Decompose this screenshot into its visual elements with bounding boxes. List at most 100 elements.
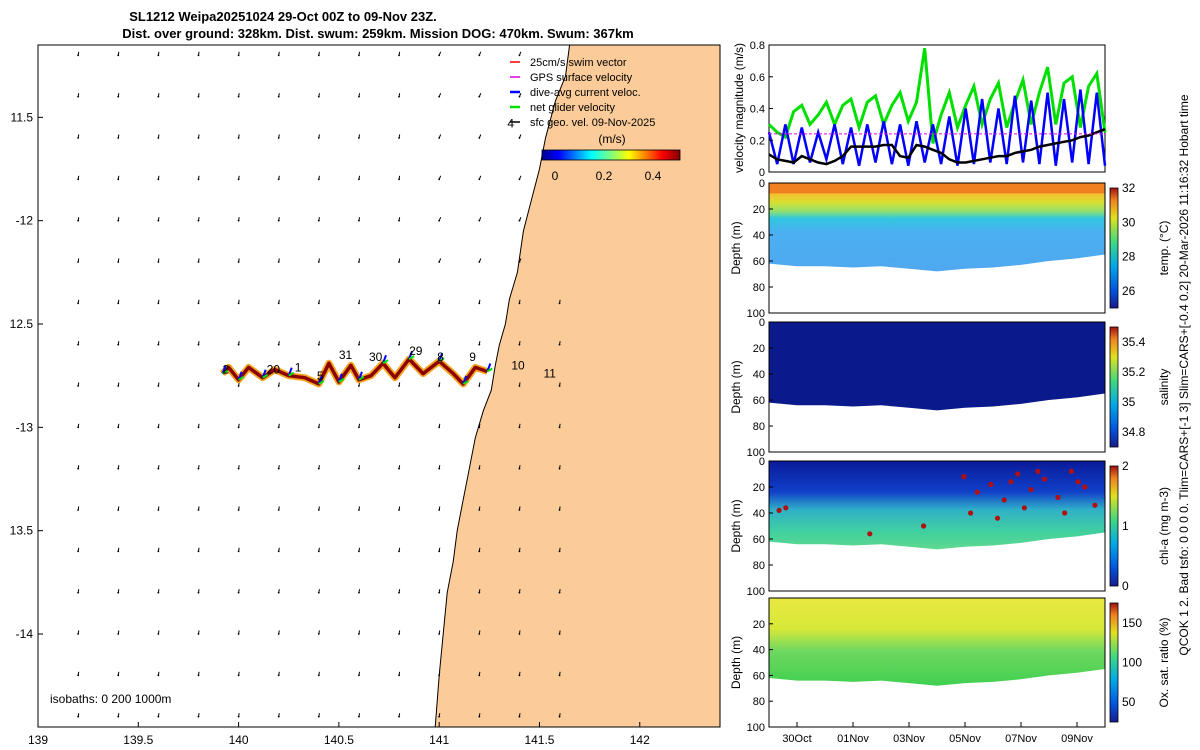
velocity-vector-tail: [157, 426, 160, 429]
velocity-vector-tail: [438, 467, 441, 470]
velocity-vector-tail: [478, 54, 481, 57]
velocity-vector-tail: [237, 343, 240, 346]
velocity-series: [767, 47, 1107, 166]
speed-colorbar-tick-2: 0.4: [645, 169, 662, 183]
velocity-vector-tail: [358, 54, 360, 57]
velocity-vector-tail: [398, 178, 400, 181]
velocity-vector-tail: [317, 219, 320, 222]
day-label: 5: [317, 369, 324, 383]
velocity-vector-tail: [117, 509, 120, 511]
velocity-vector-tail: [358, 95, 360, 98]
velocity-vector-tail: [237, 95, 240, 98]
net-glider-vector: [288, 371, 295, 377]
velocity-vector-tail: [237, 509, 240, 511]
velocity-vector-tail: [197, 550, 200, 553]
velocity-vector-tail: [77, 467, 80, 470]
velocity-vector-tail: [117, 426, 120, 429]
velocity-vector-tail: [157, 550, 160, 553]
velocity-vector-tail: [197, 95, 200, 98]
velocity-vector-tail: [157, 261, 160, 263]
net-glider-vector: [358, 375, 365, 381]
velocity-vector-tail: [438, 715, 441, 718]
velocity-vector-tail: [117, 95, 120, 98]
velocity-vector-tail: [358, 467, 360, 470]
velocity-vector-tail: [518, 261, 521, 263]
velocity-vector-tail: [277, 137, 280, 139]
velocity-vector-tail: [438, 550, 441, 553]
chl-high-point: [1092, 502, 1098, 508]
depth-tick-label: 100: [747, 447, 765, 459]
speed-colorbar-tick-1: 0.2: [596, 169, 613, 183]
section-data-field: [769, 322, 1105, 411]
depth-tick-label: 80: [753, 560, 765, 572]
colorbar-label: Ox. sat. ratio (%): [1157, 617, 1171, 707]
velocity-vector-tail: [237, 302, 240, 305]
velocity-vector-tail: [117, 550, 120, 553]
net-glider-vector: [486, 367, 493, 373]
velocity-vector-tail: [358, 385, 360, 387]
velocity-vector-tail: [478, 550, 481, 553]
velocity-vector-tail: [157, 54, 160, 57]
section-panel-1: 0 20 40 60 80 100 Depth (m) 26 28 30 32 temp. (°C): [729, 178, 1171, 320]
colorbar-label: chl-a (mg m-3): [1157, 487, 1171, 565]
velocity-vector-tail: [518, 178, 521, 181]
day-labels: 4 2 20 1 5 31 30 29 8 9 10 11: [223, 117, 557, 383]
net-glider-vector: [318, 380, 325, 385]
chl-high-point: [1035, 468, 1041, 474]
velocity-ytick-label: 0.4: [750, 104, 765, 116]
chl-high-point: [994, 515, 1001, 521]
velocity-vector-tail: [157, 137, 160, 139]
map-title-line1: SL1212 Weipa20251024 29-Oct 00Z to 09-No…: [129, 9, 437, 24]
time-tick-label: 03Nov: [893, 733, 925, 745]
velocity-vector-tail: [77, 426, 80, 429]
velocity-vector-tail: [197, 137, 200, 139]
velocity-vector-tail: [197, 426, 200, 429]
section-colorbar: [1109, 465, 1119, 587]
velocity-vector-tail: [358, 674, 360, 677]
velocity-vector-tail: [478, 674, 481, 677]
velocity-vector-tail: [237, 715, 240, 718]
depth-tick-label: 40: [753, 369, 765, 381]
velocity-vector-tail: [77, 674, 80, 677]
depth-axis-label: Depth (m): [729, 360, 743, 413]
chl-high-point: [1068, 468, 1074, 474]
velocity-vector-tail: [358, 343, 360, 346]
velocity-ylabel: velocity magnitude (m/s): [732, 43, 746, 173]
velocity-vector-tail: [157, 219, 160, 222]
velocity-vector-tail: [478, 95, 481, 98]
depth-tick-label: 100: [747, 722, 765, 734]
velocity-vector-tail: [277, 261, 280, 263]
velocity-vector-tail: [117, 674, 120, 677]
velocity-vector-tail: [277, 715, 280, 718]
velocity-vector-tail: [478, 385, 481, 387]
velocity-vector-tail: [197, 343, 200, 346]
depth-tick-label: 60: [753, 534, 765, 546]
velocity-vector-tail: [398, 509, 400, 511]
map-xtick-label: 140.5: [324, 733, 354, 747]
section-colorbar: [1109, 187, 1119, 309]
velocity-vector-tail: [77, 95, 80, 98]
day-label: 29: [409, 344, 423, 358]
chl-high-point: [1008, 479, 1014, 485]
time-tick-label: 01Nov: [837, 733, 869, 745]
depth-tick-label: 20: [753, 482, 765, 494]
velocity-vector-tail: [358, 261, 360, 263]
chl-high-point: [1028, 487, 1034, 493]
velocity-vector-tail: [358, 219, 360, 222]
net-glider-vector: [262, 373, 269, 379]
velocity-vector-tail: [237, 385, 240, 387]
depth-tick-label: 0: [759, 178, 765, 190]
velocity-vector-tail: [157, 509, 160, 511]
depth-tick-label: 40: [753, 645, 765, 657]
velocity-vector-tail: [317, 674, 320, 677]
velocity-vector-tail: [518, 219, 521, 222]
velocity-vector-tail: [518, 95, 521, 98]
velocity-vector-tail: [237, 550, 240, 553]
depth-tick-label: 20: [753, 619, 765, 631]
time-tick-label: 07Nov: [1005, 733, 1037, 745]
colorbar-tick-label: 0: [1122, 579, 1129, 593]
map-xtick-label: 140: [229, 733, 249, 747]
velocity-vector-tail: [157, 633, 160, 635]
velocity-vector-tail: [317, 137, 320, 139]
